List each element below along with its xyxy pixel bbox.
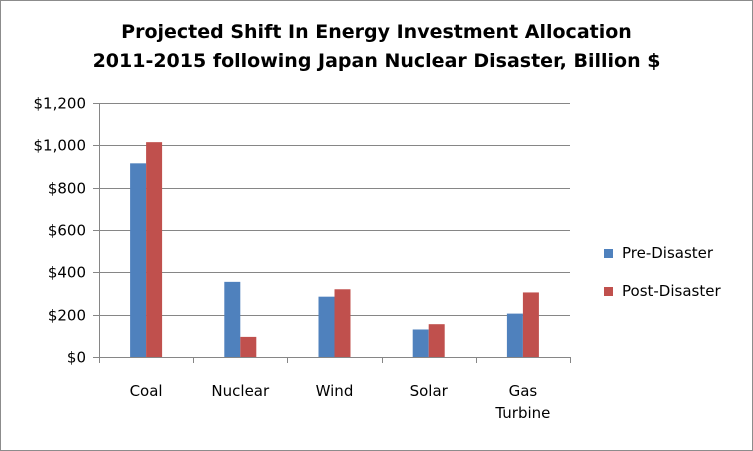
x-tick-label: Wind xyxy=(316,382,354,400)
legend-item-pre-disaster: Pre-Disaster xyxy=(604,234,721,272)
legend-swatch-post-disaster xyxy=(604,286,613,296)
x-tick-label: Solar xyxy=(410,382,449,400)
legend-label-pre-disaster: Pre-Disaster xyxy=(622,244,714,262)
bar-post-disaster xyxy=(146,142,163,357)
legend-item-post-disaster: Post-Disaster xyxy=(604,272,721,310)
bar-pre-disaster xyxy=(412,329,429,357)
y-tick-label: $600 xyxy=(48,222,86,240)
y-tick-label: $1,000 xyxy=(34,137,87,155)
bar-post-disaster xyxy=(522,292,539,357)
y-tick-label: $800 xyxy=(48,180,86,198)
y-tick-label: $1,200 xyxy=(34,95,87,113)
bar-post-disaster xyxy=(428,324,445,357)
bar-pre-disaster xyxy=(224,281,241,357)
legend-label-post-disaster: Post-Disaster xyxy=(622,282,721,300)
y-tick-label: $400 xyxy=(48,264,86,282)
y-tick-label: $0 xyxy=(67,349,86,367)
x-tick-label: Coal xyxy=(130,382,163,400)
chart-title: Projected Shift In Energy Investment All… xyxy=(0,18,753,76)
bar-pre-disaster xyxy=(318,296,335,357)
chart-title-line-2: 2011-2015 following Japan Nuclear Disast… xyxy=(92,50,661,72)
x-tick-label: Nuclear xyxy=(211,382,270,400)
legend: Pre-Disaster Post-Disaster xyxy=(604,234,721,310)
bar-post-disaster xyxy=(240,336,257,357)
x-tick-label: Gas Turbine xyxy=(494,382,550,422)
bar-pre-disaster xyxy=(130,163,147,357)
bar-post-disaster xyxy=(334,289,351,357)
bar-pre-disaster xyxy=(506,313,523,357)
y-tick-label: $200 xyxy=(48,307,86,325)
chart-title-line-1: Projected Shift In Energy Investment All… xyxy=(121,21,632,43)
legend-swatch-pre-disaster xyxy=(604,248,613,258)
